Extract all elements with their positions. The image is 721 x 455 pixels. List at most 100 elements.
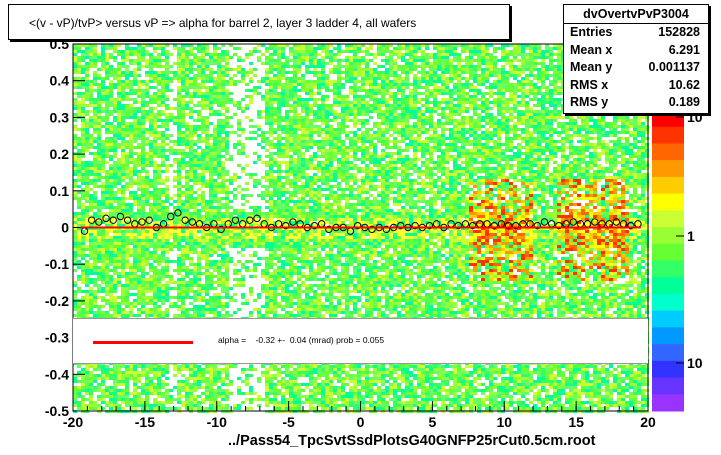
heatmap-cell [249,98,253,101]
heatmap-cell [117,380,121,383]
heatmap-cell [81,224,85,227]
heatmap-cell [197,209,201,212]
heatmap-cell [89,65,93,68]
heatmap-cell [177,125,181,128]
heatmap-cell [193,203,197,206]
heatmap-cell [193,272,197,275]
heatmap-cell [153,116,157,119]
heatmap-cell [77,251,81,254]
heatmap-cell [261,287,265,290]
heatmap-cell [257,80,261,83]
heatmap-cell [101,401,105,404]
heatmap-cell [181,122,185,125]
heatmap-cell [189,95,193,98]
heatmap-cell [189,86,193,89]
heatmap-cell [117,197,121,200]
heatmap-cell [209,62,213,65]
heatmap-cell [185,401,189,404]
heatmap-cell [189,134,193,137]
heatmap-cell [189,308,193,311]
heatmap-cell [125,74,129,77]
heatmap-cell [205,131,209,134]
heatmap-cell [273,146,277,149]
heatmap-cell [133,134,137,137]
heatmap-cell [225,146,229,149]
heatmap-cell [161,407,165,410]
heatmap-cell [189,83,193,86]
heatmap-cell [181,140,185,143]
heatmap-cell [225,200,229,203]
heatmap-cell [185,170,189,173]
heatmap-cell [229,236,233,239]
heatmap-cell [177,188,181,191]
heatmap-cell [265,248,269,251]
heatmap-cell [213,260,217,263]
heatmap-cell [269,245,273,248]
heatmap-cell [181,62,185,65]
heatmap-cell [125,224,129,227]
heatmap-cell [273,92,277,95]
heatmap-cell [97,389,101,392]
heatmap-cell [177,176,181,179]
heatmap-cell [149,119,153,122]
heatmap-cell [89,56,93,59]
heatmap-cell [285,131,289,134]
heatmap-cell [217,209,221,212]
heatmap-cell [93,203,97,206]
heatmap-cell [149,404,153,407]
heatmap-cell [177,215,181,218]
heatmap-cell [221,221,225,224]
heatmap-cell [97,374,101,377]
heatmap-cell [137,374,141,377]
heatmap-cell [93,284,97,287]
heatmap-cell [245,392,249,395]
heatmap-cell [193,179,197,182]
heatmap-cell [93,251,97,254]
heatmap-cell [201,407,205,410]
heatmap-cell [189,44,193,47]
heatmap-cell [241,221,245,224]
heatmap-cell [217,146,221,149]
heatmap-cell [261,221,265,224]
heatmap-cell [93,122,97,125]
heatmap-cell [253,182,257,185]
heatmap-cell [189,395,193,398]
heatmap-cell [185,152,189,155]
heatmap-cell [213,392,217,395]
heatmap-cell [185,209,189,212]
heatmap-cell [157,137,161,140]
heatmap-cell [221,236,225,239]
heatmap-cell [269,176,273,179]
heatmap-cell [153,179,157,182]
heatmap-cell [237,386,241,389]
heatmap-cell [189,68,193,71]
heatmap-cell [101,281,105,284]
heatmap-cell [209,371,213,374]
heatmap-cell [121,185,125,188]
heatmap-cell [193,206,197,209]
heatmap-cell [225,314,229,317]
heatmap-cell [181,191,185,194]
heatmap-cell [77,260,81,263]
heatmap-cell [249,212,253,215]
heatmap-cell [89,290,93,293]
heatmap-cell [93,65,97,68]
heatmap-cell [205,68,209,71]
heatmap-cell [121,110,125,113]
heatmap-cell [269,101,273,104]
heatmap-cell [129,311,133,314]
heatmap-cell [277,218,281,221]
heatmap-cell [241,74,245,77]
heatmap-cell [221,212,225,215]
heatmap-cell [201,86,205,89]
heatmap-cell [149,263,153,266]
heatmap-cell [221,206,225,209]
heatmap-cell [237,281,241,284]
heatmap-cell [129,278,133,281]
heatmap-cell [201,248,205,251]
heatmap-cell [173,74,177,77]
heatmap-cell [229,200,233,203]
heatmap-cell [189,398,193,401]
heatmap-cell [213,302,217,305]
